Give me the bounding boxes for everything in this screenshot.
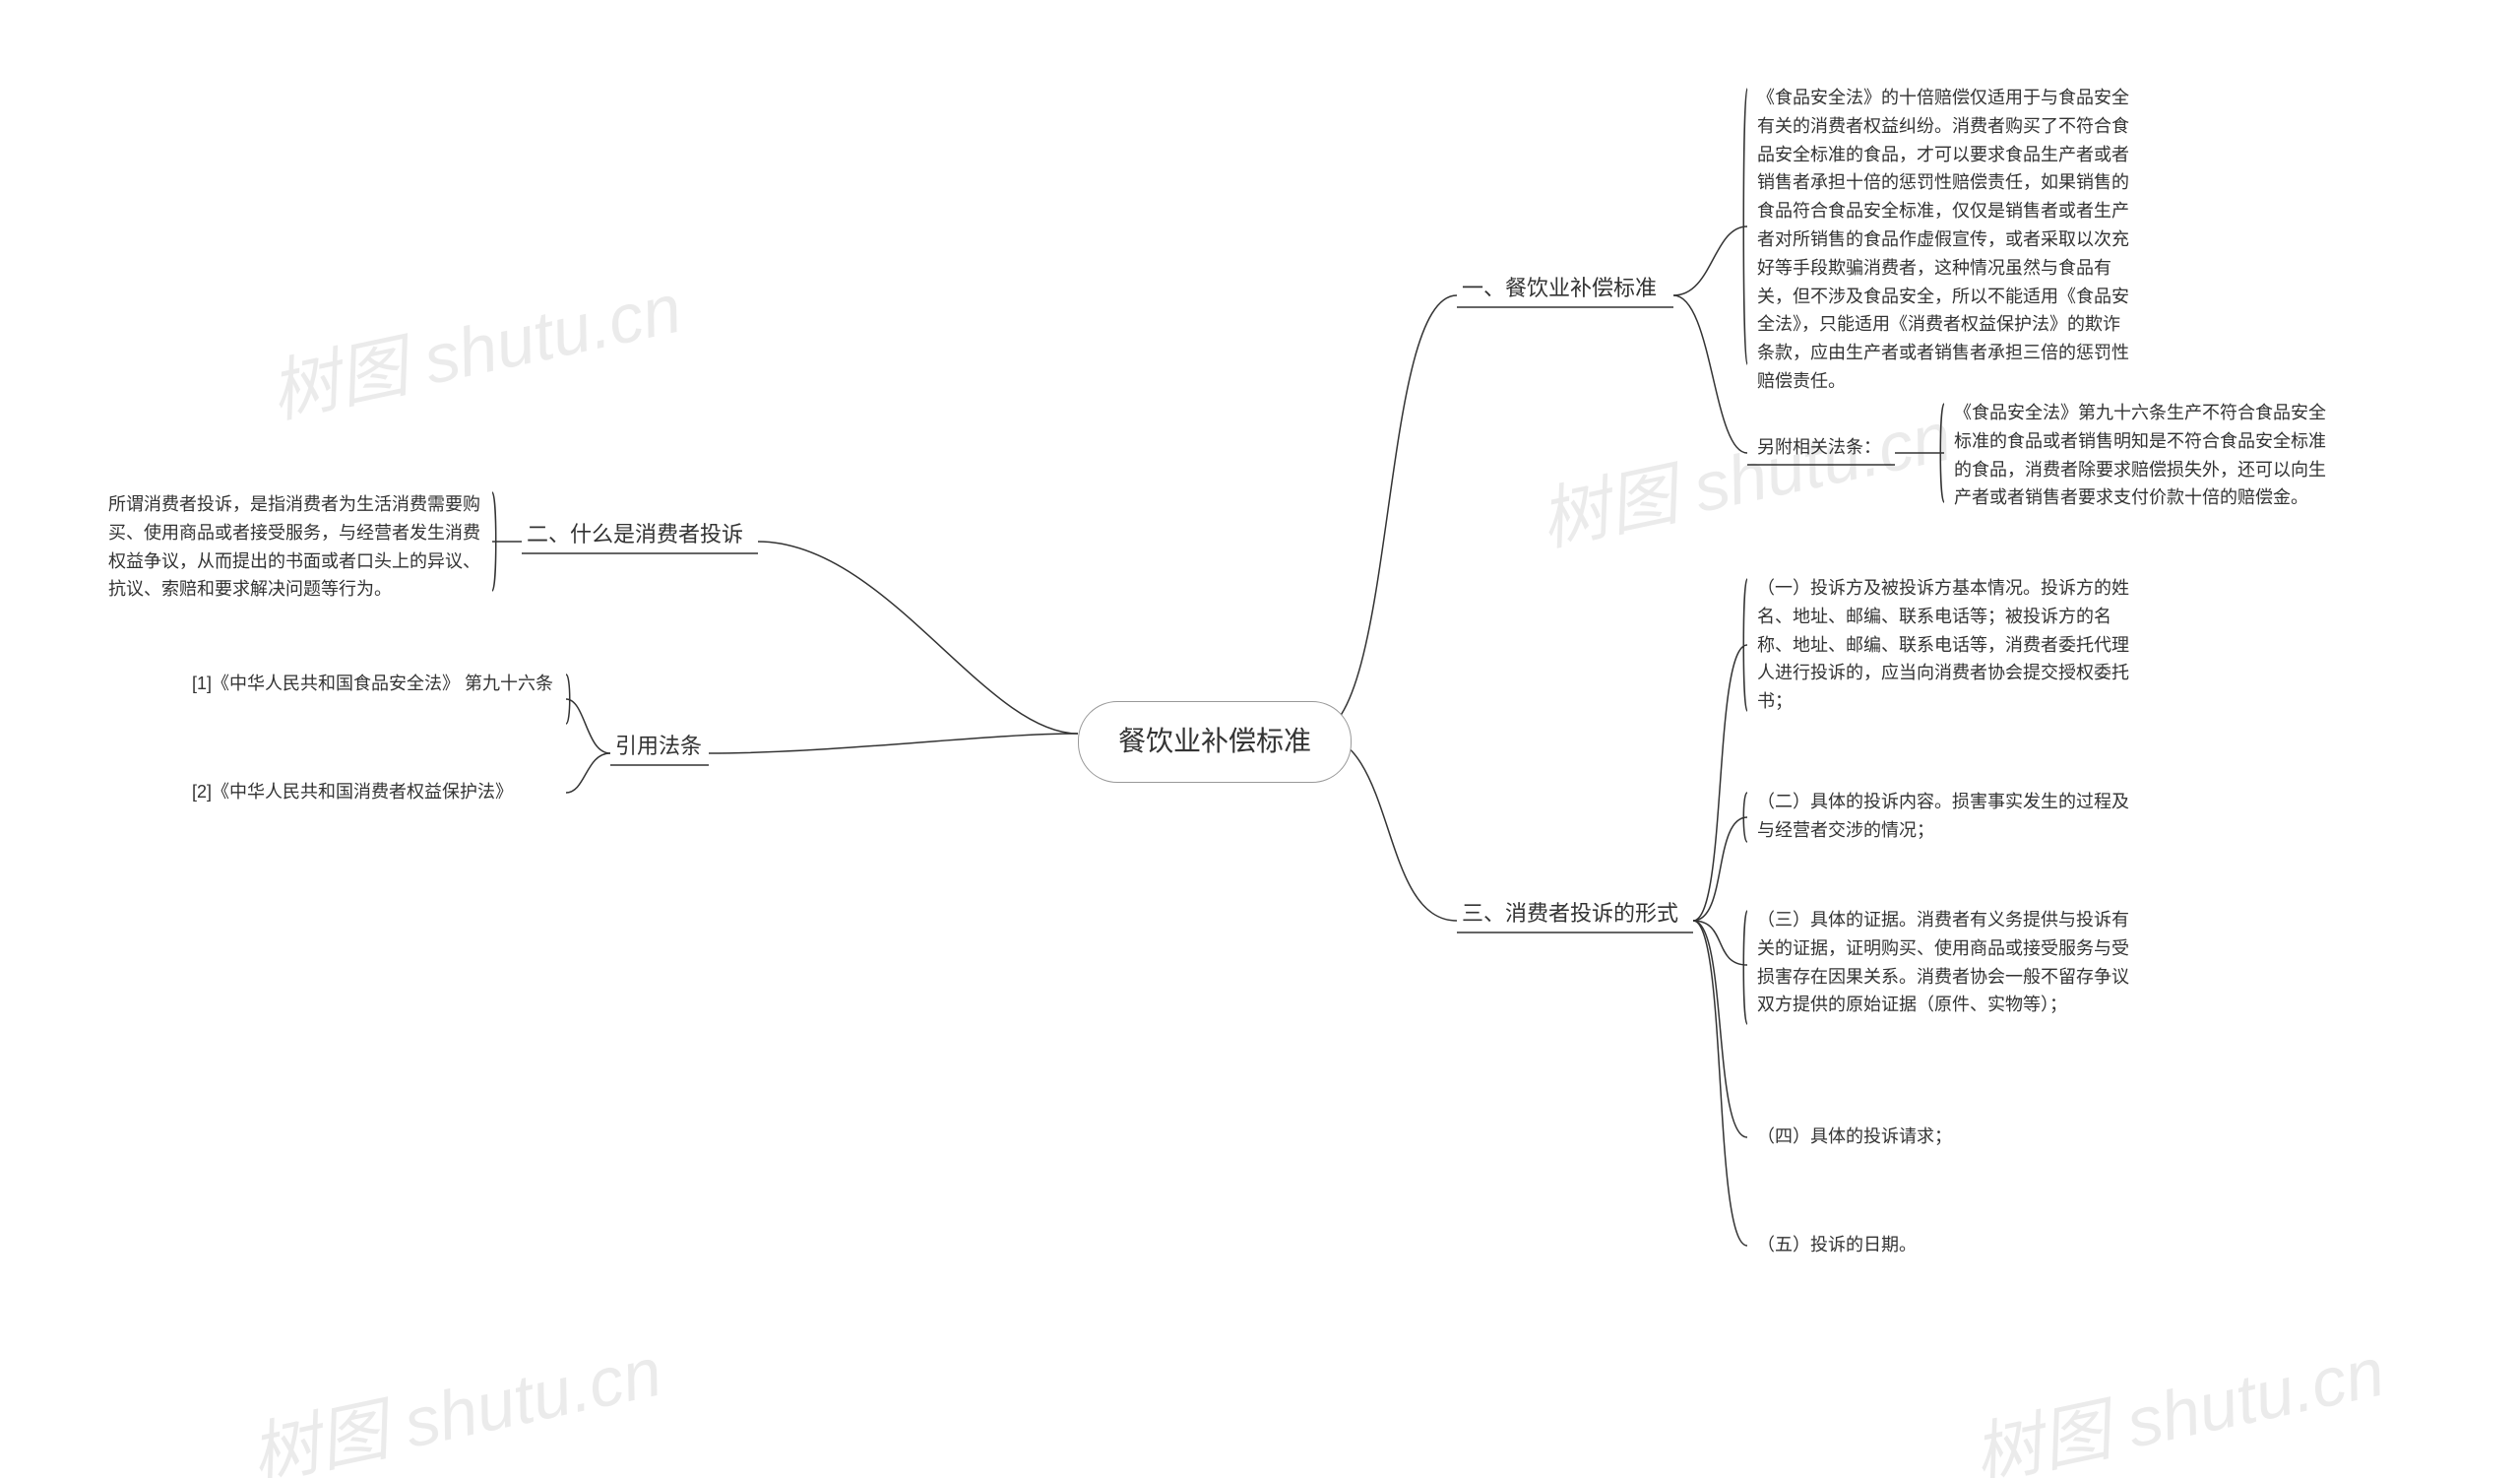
leaf-complaint-4: （四）具体的投诉请求；	[1757, 1123, 1952, 1151]
leaf-complaint-1: （一）投诉方及被投诉方基本情况。投诉方的姓名、地址、邮编、联系电话等；被投诉方的…	[1757, 574, 2131, 716]
watermark: 树图 shutu.cn	[1963, 1317, 2392, 1478]
leaf-cited-law-1: [1]《中华人民共和国食品安全法》 第九十六条	[192, 670, 553, 698]
leaf-food-safety-law-explain: 《食品安全法》的十倍赔偿仅适用于与食品安全有关的消费者权益纠纷。消费者购买了不符…	[1757, 84, 2131, 396]
watermark: 树图 shutu.cn	[240, 1317, 669, 1478]
mindmap-root: 餐饮业补偿标准	[1078, 701, 1352, 783]
branch-compensation-standard: 一、餐饮业补偿标准	[1462, 271, 1657, 311]
leaf-complaint-3: （三）具体的证据。消费者有义务提供与投诉有关的证据，证明购买、使用商品或接受服务…	[1757, 906, 2131, 1019]
branch-cited-laws: 引用法条	[615, 729, 702, 769]
branch-complaint-form: 三、消费者投诉的形式	[1462, 896, 1678, 936]
watermark: 树图 shutu.cn	[1530, 381, 1959, 565]
sublabel-additional-law: 另附相关法条：	[1757, 433, 1881, 468]
leaf-complaint-definition: 所谓消费者投诉，是指消费者为生活消费需要购买、使用商品或者接受服务，与经营者发生…	[108, 490, 482, 604]
leaf-complaint-5: （五）投诉的日期。	[1757, 1231, 1917, 1259]
leaf-article-96: 《食品安全法》第九十六条生产不符合食品安全标准的食品或者销售明知是不符合食品安全…	[1954, 399, 2328, 512]
branch-what-is-complaint: 二、什么是消费者投诉	[527, 517, 743, 557]
watermark: 树图 shutu.cn	[260, 253, 689, 437]
leaf-complaint-2: （二）具体的投诉内容。损害事实发生的过程及与经营者交涉的情况；	[1757, 788, 2131, 845]
leaf-cited-law-2: [2]《中华人民共和国消费者权益保护法》	[192, 778, 513, 806]
